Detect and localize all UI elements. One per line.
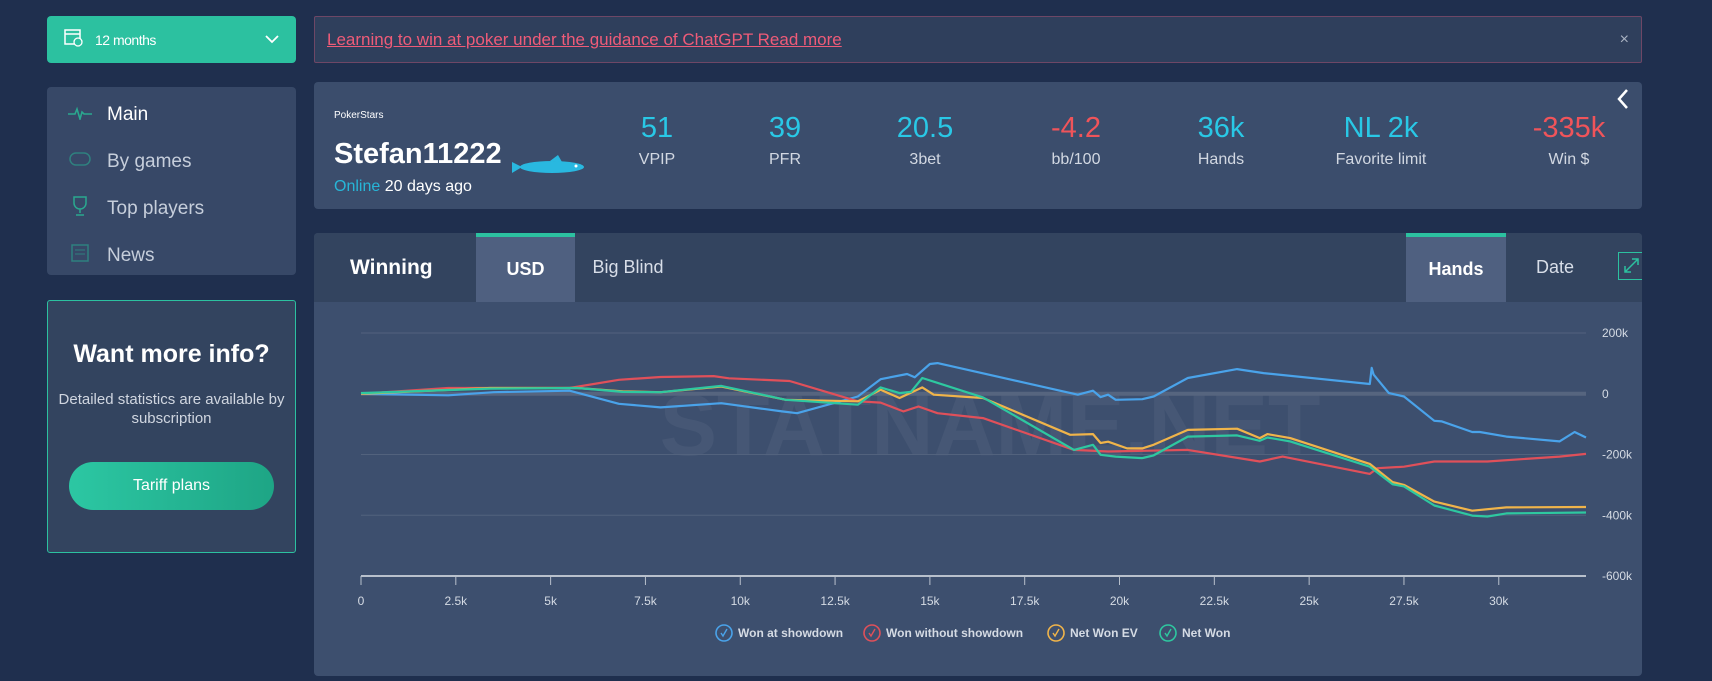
banner-link[interactable]: Learning to win at poker under the guida… — [327, 29, 842, 49]
room-logo: PokerStars — [334, 110, 384, 121]
check-icon — [863, 624, 881, 642]
line-chart: STATNAME.NET 0 2.5k 5k 7.5k 10k 12.5k 15k 17.5k… — [358, 326, 1633, 642]
series-line-won-without-showdown — [360, 375, 1587, 475]
calendar-icon — [63, 27, 83, 52]
stat-value: 51 — [640, 112, 674, 144]
stat-bb100: -4.2 bb/100 — [996, 112, 1156, 169]
x-tick-label: 25k — [1299, 594, 1319, 608]
stat-value: -335k — [1532, 112, 1606, 144]
last-seen: 20 days ago — [384, 178, 472, 195]
tariff-plans-button[interactable]: Tariff plans — [69, 462, 274, 510]
x-tick-label: 20k — [1110, 594, 1130, 608]
check-mark-icon — [720, 628, 728, 638]
subscription-promo: Want more info? Detailed statistics are … — [47, 300, 296, 553]
player-name: Stefan11222 — [334, 138, 502, 170]
stat-label: Win $ — [1548, 151, 1590, 168]
fish-icon — [512, 155, 584, 173]
check-icon — [1159, 624, 1177, 642]
sidebar-item-label: Top players — [107, 197, 205, 219]
sidebar-item-main[interactable]: Main — [47, 91, 296, 138]
chart-title: Winning — [350, 255, 433, 279]
x-tick-label: 7.5k — [634, 594, 658, 608]
y-tick-label: -600k — [1602, 569, 1633, 583]
x-tick-label: 15k — [920, 594, 940, 608]
legend-label: Net Won EV — [1070, 626, 1138, 640]
stat-label: VPIP — [638, 151, 676, 168]
sidebar-item-label: Main — [107, 103, 149, 125]
promo-title: Want more info? — [73, 340, 270, 368]
check-mark-icon — [1164, 628, 1172, 638]
period-label: 12 months — [95, 31, 156, 48]
stat-win: -335k Win $ — [1489, 112, 1649, 169]
sidebar-nav: Main By games Top players News — [47, 87, 296, 275]
online-label: Online — [334, 178, 381, 195]
stat-label: 3bet — [909, 151, 941, 168]
chevron-down-icon — [264, 31, 280, 49]
x-tick-label: 0 — [358, 594, 365, 608]
news-banner: Learning to win at poker under the guida… — [314, 16, 1642, 63]
winnings-chart-panel: Winning USD Big Blind Hands Date STATNAM… — [314, 233, 1642, 676]
x-tick-label: 12.5k — [820, 594, 850, 608]
legend-item[interactable]: Net Won — [1159, 624, 1230, 642]
tab-usd[interactable]: USD — [476, 233, 575, 302]
stat-label: Hands — [1197, 151, 1245, 168]
chevron-left-icon[interactable] — [1616, 86, 1630, 118]
x-tick-label: 17.5k — [1010, 594, 1040, 608]
sidebar-item-news[interactable]: News — [47, 232, 296, 279]
tab-hands[interactable]: Hands — [1406, 233, 1506, 302]
stat-value: -4.2 — [1051, 112, 1101, 144]
x-tick-label: 2.5k — [444, 594, 468, 608]
y-tick-label: 0 — [1602, 387, 1609, 401]
close-icon[interactable]: × — [1619, 31, 1629, 48]
stat-label: PFR — [769, 151, 801, 168]
stat-pfr: 39 PFR — [705, 112, 865, 169]
stat-value: 36k — [1197, 112, 1245, 144]
sidebar-item-label: News — [107, 244, 155, 266]
sidebar-item-by-games[interactable]: By games — [47, 138, 296, 185]
y-tick-label: 200k — [1602, 326, 1629, 340]
series-line-net-won — [360, 376, 1587, 518]
stat-hands: 36k Hands — [1141, 112, 1301, 169]
stat-value: NL 2k — [1343, 112, 1419, 144]
check-icon — [715, 624, 733, 642]
online-status: Online 20 days ago — [334, 178, 472, 196]
sidebar-item-label: By games — [107, 150, 192, 172]
tab-date[interactable]: Date — [1535, 257, 1575, 277]
x-tick-label: 30k — [1489, 594, 1509, 608]
period-dropdown[interactable]: 12 months — [47, 16, 296, 63]
x-tick-label: 22.5k — [1200, 594, 1230, 608]
chart-header: Winning USD Big Blind Hands Date — [314, 233, 1642, 302]
check-icon — [1047, 624, 1065, 642]
sidebar-item-top-players[interactable]: Top players — [47, 185, 296, 232]
stat-label: Favorite limit — [1335, 151, 1427, 168]
y-tick-label: -200k — [1602, 448, 1633, 462]
legend-item[interactable]: Net Won EV — [1047, 624, 1138, 642]
tab-big-blind[interactable]: Big Blind — [592, 257, 664, 277]
y-tick-label: -400k — [1602, 508, 1633, 522]
check-mark-icon — [868, 628, 876, 638]
x-tick-label: 27.5k — [1389, 594, 1419, 608]
stat-3bet: 20.5 3bet — [845, 112, 1005, 169]
legend-label: Won without showdown — [886, 626, 1023, 640]
legend-label: Won at showdown — [738, 626, 843, 640]
stat-value: 20.5 — [896, 112, 954, 144]
stat-vpip: 51 VPIP — [577, 112, 737, 169]
legend-item[interactable]: Won without showdown — [863, 624, 1023, 642]
pulse-icon — [67, 104, 93, 125]
x-tick-label: 5k — [544, 594, 558, 608]
table-icon — [67, 151, 93, 172]
stat-favorite-limit: NL 2k Favorite limit — [1301, 112, 1461, 169]
newspaper-icon — [67, 244, 93, 267]
x-tick-label: 10k — [731, 594, 751, 608]
legend-label: Net Won — [1182, 626, 1230, 640]
check-mark-icon — [1052, 628, 1060, 638]
player-profile: PokerStars Stefan11222 Online 20 days ag… — [314, 82, 1642, 209]
stat-label: bb/100 — [1051, 151, 1101, 168]
stat-value: 39 — [768, 112, 802, 144]
promo-text: Detailed statistics are available by sub… — [58, 391, 285, 427]
legend-item[interactable]: Won at showdown — [715, 624, 843, 642]
expand-icon[interactable] — [1618, 252, 1642, 280]
trophy-icon — [67, 195, 93, 222]
series-line-won-at-showdown — [360, 362, 1587, 443]
